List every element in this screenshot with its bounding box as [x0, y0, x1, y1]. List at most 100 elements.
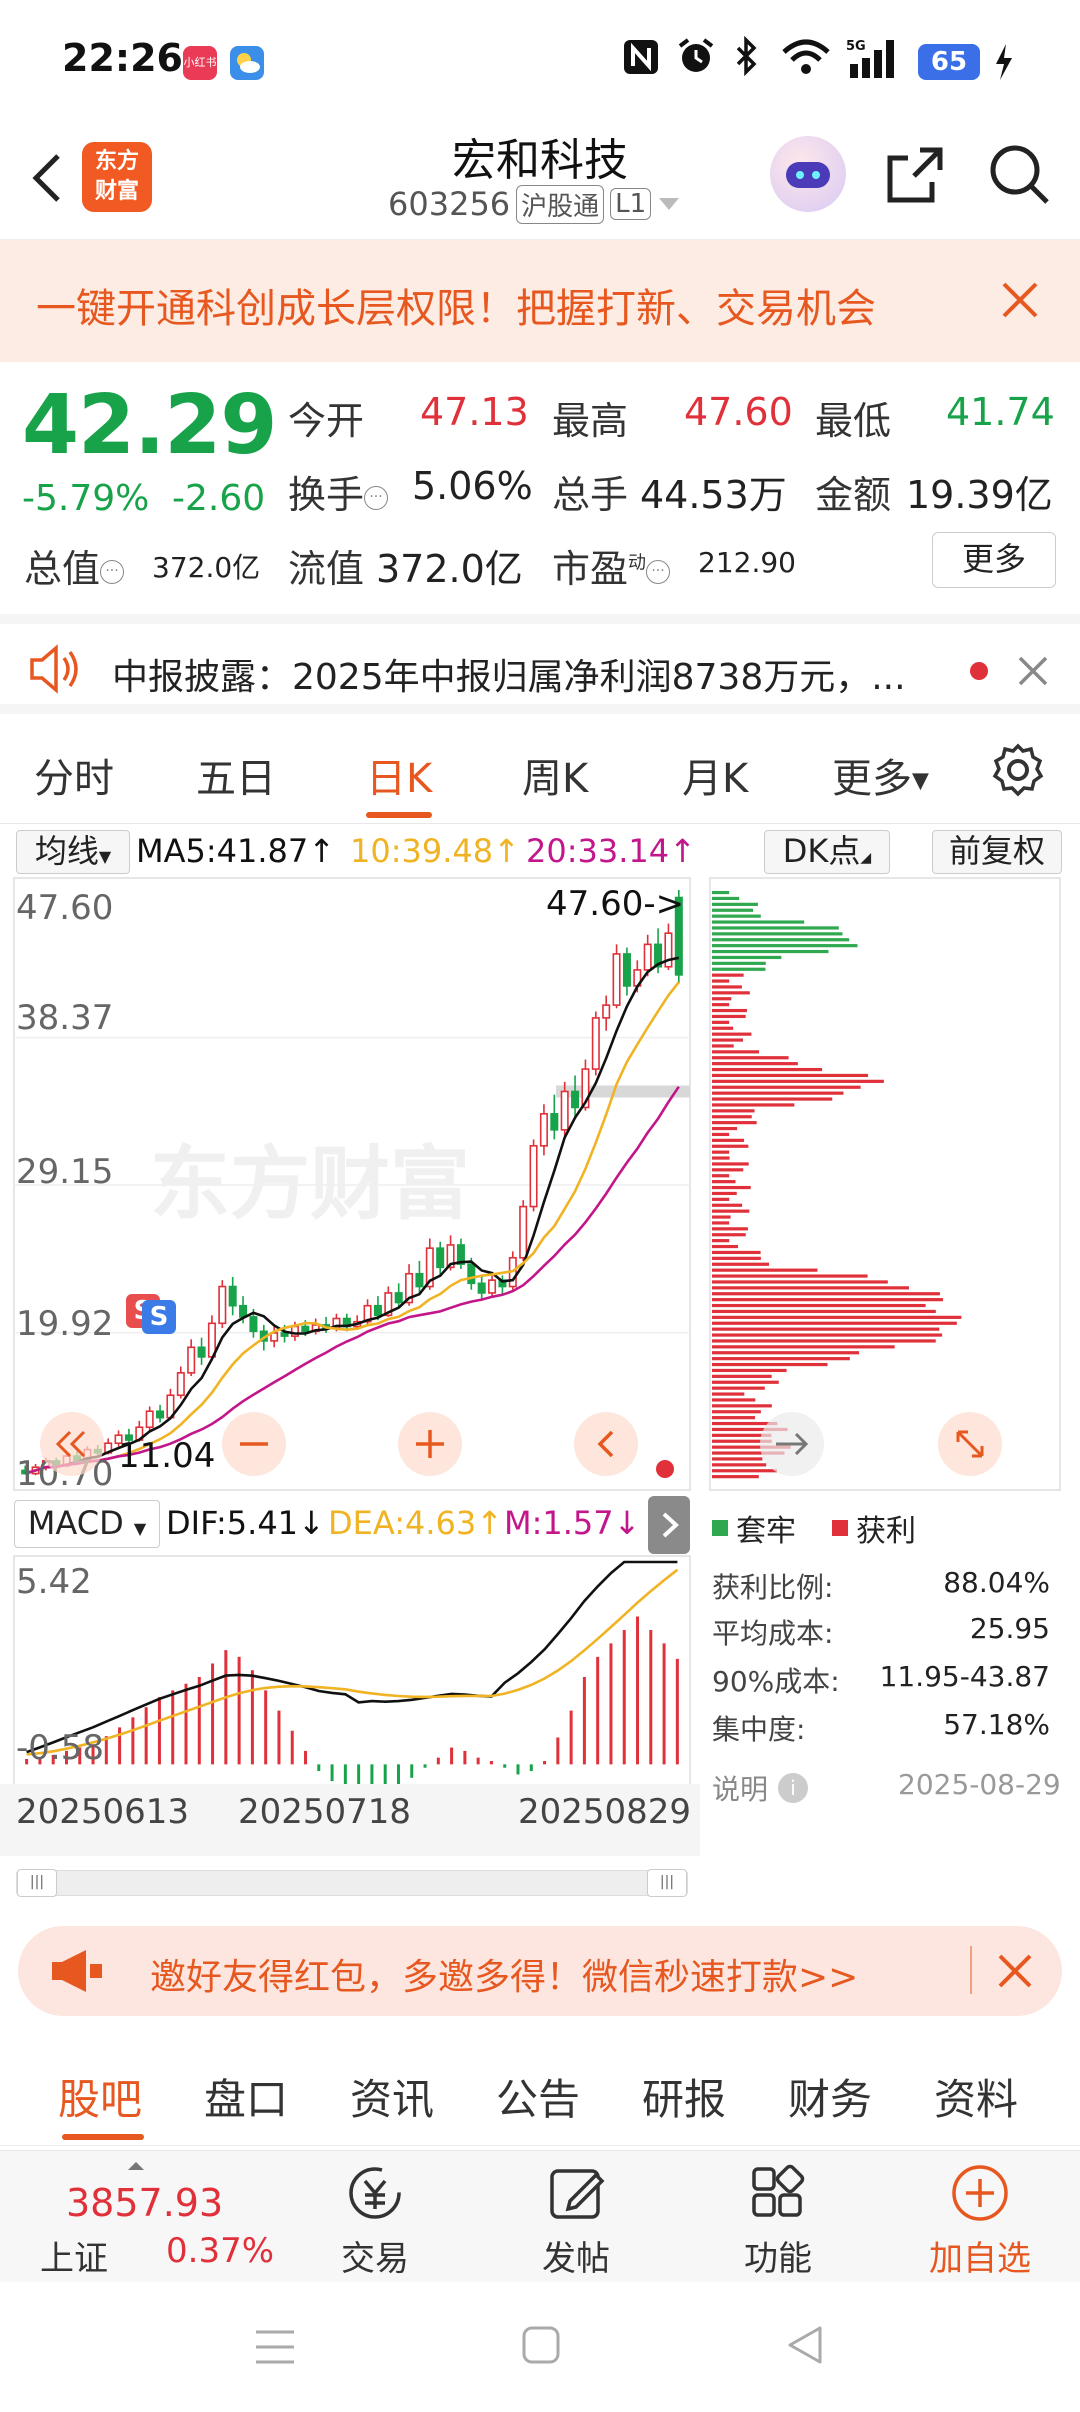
indicator-switch-button[interactable] [648, 1496, 690, 1554]
zoom-out-button[interactable] [222, 1412, 286, 1476]
macd-select[interactable]: MACD ▼ [14, 1500, 160, 1548]
tab-monthly-k[interactable]: 月K [682, 756, 749, 802]
macd-y-bottom: -0.58 [16, 1728, 104, 1768]
recent-apps-button[interactable] [250, 2324, 300, 2374]
chip-bar [712, 1398, 756, 1402]
range-handle-right[interactable]: ||| [647, 1869, 687, 1897]
range-scrollbar[interactable]: ||| ||| [16, 1869, 688, 1897]
xiaohongshu-app-icon: 小红书 [183, 46, 217, 80]
chip-bar [712, 1421, 778, 1426]
candle-body [145, 1410, 154, 1429]
tab-more-periods[interactable]: 更多▼ [832, 756, 929, 802]
adjust-mode-button[interactable]: 前复权 [932, 830, 1062, 874]
chip-bar [712, 1445, 791, 1449]
close-icon [1018, 656, 1048, 686]
promo-banner[interactable]: 一键开通科创成长层权限！把握打新、交易机会 [0, 240, 1080, 362]
chip-bar [712, 1250, 761, 1255]
close-banner-button[interactable] [990, 264, 1050, 334]
candle-body [187, 1346, 196, 1374]
notice-bar[interactable]: 中报披露：2025年中报归属净利润8738万元，... [0, 614, 1080, 714]
tab-weekly-k[interactable]: 周K [522, 756, 589, 802]
plus-circle-icon [952, 2165, 1008, 2221]
chip-bar [712, 1362, 828, 1367]
candle-body [197, 1346, 206, 1358]
add-watchlist-button[interactable]: 加自选 [910, 2161, 1050, 2280]
profit-ratio-label: 获利比例: [712, 1571, 834, 1604]
chip-bar [712, 1268, 818, 1272]
amount-label: 金额 [815, 473, 892, 517]
tab-profile[interactable]: 资料 [934, 2075, 1019, 2124]
chip-bar [712, 985, 742, 989]
stock-name: 宏和科技 [452, 135, 628, 186]
candle-body [602, 1004, 611, 1019]
chip-bar [712, 1138, 745, 1142]
chip-bar [712, 890, 730, 895]
watermark: 东方财富 [150, 1137, 470, 1230]
dk-point-select[interactable]: DK点◢ [764, 830, 890, 874]
dropdown-triangle-icon: ▼ [98, 847, 112, 866]
home-button[interactable] [518, 2322, 564, 2372]
trade-button[interactable]: 交易 [305, 2161, 445, 2280]
add-watchlist-label: 加自选 [929, 2239, 1031, 2279]
close-invite-button[interactable] [988, 1944, 1042, 2002]
invite-banner[interactable]: 邀好友得红包，多邀多得！微信秒速打款>> [18, 1926, 1062, 2016]
chip-bar [712, 1280, 888, 1284]
share-button[interactable] [880, 140, 950, 210]
concentration-value: 57.18% [943, 1708, 1050, 1741]
svg-text:5G: 5G [846, 39, 866, 54]
tab-daily-k[interactable]: 日K [366, 756, 433, 802]
chip-bar [712, 1309, 936, 1314]
functions-button[interactable]: 功能 [708, 2161, 848, 2280]
chip-bar [712, 1327, 940, 1331]
macd-chart[interactable]: 5.42 -0.58 [0, 1554, 700, 1814]
turnover-label: 换手 ··· [288, 464, 389, 519]
chip-bar [712, 1026, 734, 1030]
stock-code-row[interactable]: 603256 沪股通 L1 [388, 184, 681, 224]
tab-news[interactable]: 资讯 [350, 2075, 435, 2124]
candle-body [249, 1316, 258, 1333]
candle-body [425, 1247, 434, 1288]
tab-research[interactable]: 研报 [642, 2075, 727, 2124]
more-quote-button[interactable]: 更多 [932, 532, 1056, 588]
chip-bar [712, 1115, 752, 1119]
alarm-icon [676, 36, 716, 85]
tab-guba[interactable]: 股吧 [58, 2075, 143, 2124]
chip-bar [712, 1221, 730, 1225]
prev-candle-button[interactable] [574, 1412, 638, 1476]
chip-bar [712, 1339, 936, 1343]
tab-finance[interactable]: 财务 [788, 2075, 873, 2124]
distribution-next-button[interactable] [760, 1412, 824, 1476]
candle-body [218, 1285, 227, 1325]
chip-bar [712, 1209, 750, 1213]
ai-assistant-robot-icon[interactable] [770, 136, 846, 212]
chip-bar [712, 1185, 751, 1190]
system-back-button[interactable] [782, 2322, 828, 2372]
candle-body [301, 1325, 310, 1333]
expand-icon [956, 1430, 984, 1458]
close-notice-button[interactable] [1010, 648, 1056, 698]
back-button[interactable] [18, 142, 78, 212]
pe-value: 212.90 [698, 546, 796, 579]
tab-five-day[interactable]: 五日 [196, 756, 276, 802]
gear-icon [992, 743, 1044, 797]
tab-intraday[interactable]: 分时 [34, 756, 114, 802]
s-signal-badge[interactable]: S [142, 1300, 176, 1334]
legend-trapped: 套牢 [736, 1514, 796, 1549]
search-button[interactable] [985, 140, 1055, 210]
zoom-in-button[interactable] [398, 1412, 462, 1476]
range-handle-left[interactable]: ||| [17, 1869, 57, 1897]
ma-select[interactable]: 均线▼ [16, 830, 130, 874]
tab-pankou[interactable]: 盘口 [204, 2075, 289, 2124]
chip-bar [712, 991, 750, 995]
eastmoney-logo[interactable]: 东方 财富 [82, 142, 152, 212]
candle-body [373, 1304, 382, 1317]
explain-link[interactable]: 说明 i [712, 1768, 809, 1808]
post-button[interactable]: 发帖 [506, 2161, 646, 2280]
scroll-left-button[interactable] [40, 1412, 104, 1476]
expand-button[interactable] [938, 1412, 1002, 1476]
active-tab-underline [366, 812, 432, 818]
tab-announcements[interactable]: 公告 [496, 2075, 581, 2124]
chart-settings-button[interactable] [990, 740, 1046, 804]
chip-distribution[interactable] [700, 870, 1080, 1510]
kline-chart[interactable]: 东方财富 47.60 38.37 29.15 19.92 10.70 47.60… [0, 870, 700, 1510]
